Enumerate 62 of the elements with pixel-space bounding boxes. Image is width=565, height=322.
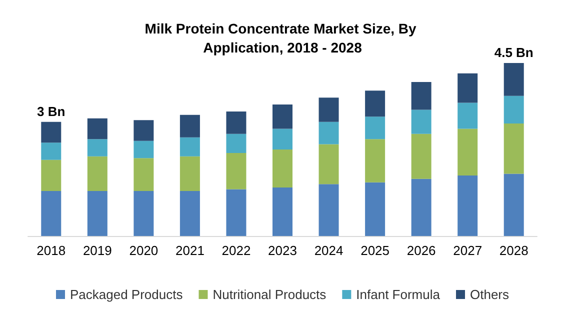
bar bbox=[87, 156, 108, 192]
bar bbox=[458, 102, 478, 129]
bar bbox=[365, 139, 386, 182]
bar bbox=[272, 104, 292, 129]
x-tick-label: 2024 bbox=[314, 243, 344, 258]
bar bbox=[134, 120, 154, 141]
x-tick-label: 2026 bbox=[406, 243, 436, 258]
x-tick-label: 2025 bbox=[360, 243, 390, 258]
bar bbox=[411, 178, 432, 236]
bar bbox=[272, 128, 292, 150]
bar bbox=[41, 160, 62, 192]
x-tick-label: 2021 bbox=[175, 243, 204, 258]
bar bbox=[41, 142, 62, 160]
x-tick-label: 2020 bbox=[129, 243, 158, 258]
bar bbox=[411, 134, 432, 179]
bar bbox=[318, 122, 339, 144]
x-tick-label: 2022 bbox=[222, 243, 251, 258]
bar bbox=[226, 152, 246, 190]
bar bbox=[458, 73, 478, 103]
legend-label: Packaged Products bbox=[70, 287, 184, 302]
bar bbox=[365, 90, 386, 117]
bar bbox=[180, 114, 200, 138]
bar bbox=[134, 191, 154, 236]
bar bbox=[226, 189, 246, 236]
x-tick-label: 2027 bbox=[453, 243, 482, 258]
bar bbox=[134, 158, 154, 192]
bar bbox=[504, 124, 524, 174]
chart-title: Milk Protein Concentrate Market Size, By Application, 2018 - 2028 bbox=[144, 20, 420, 56]
bar bbox=[318, 184, 339, 236]
bar bbox=[272, 150, 292, 188]
x-tick-label: 2023 bbox=[268, 243, 297, 258]
x-tick-label: 2019 bbox=[82, 243, 112, 258]
legend-label: Nutritional Products bbox=[212, 287, 327, 302]
bar bbox=[365, 182, 386, 236]
bar bbox=[87, 191, 108, 236]
x-tick-label: 2028 bbox=[499, 243, 528, 258]
bar bbox=[411, 110, 432, 134]
bar bbox=[226, 134, 246, 153]
bar bbox=[272, 188, 292, 236]
bar bbox=[180, 156, 200, 192]
bar bbox=[458, 175, 478, 236]
bar bbox=[180, 137, 200, 156]
legend-label: Infant Formula bbox=[356, 287, 441, 302]
bar bbox=[41, 122, 62, 143]
bar bbox=[365, 116, 386, 140]
x-tick-label: 2018 bbox=[36, 243, 66, 258]
bar bbox=[318, 144, 339, 184]
bar bbox=[458, 128, 478, 176]
bar bbox=[504, 96, 524, 124]
bar bbox=[134, 140, 154, 158]
bar bbox=[504, 63, 524, 96]
annotation: 4.5 Bn bbox=[494, 45, 534, 60]
bar bbox=[87, 118, 108, 140]
bar bbox=[41, 191, 62, 236]
bar bbox=[226, 111, 246, 134]
annotation: 3 Bn bbox=[37, 104, 66, 119]
bar bbox=[411, 82, 432, 110]
bar bbox=[318, 98, 339, 122]
legend-label: Others bbox=[470, 287, 510, 302]
bar bbox=[504, 174, 524, 236]
bar bbox=[180, 191, 200, 236]
bar bbox=[87, 139, 108, 156]
